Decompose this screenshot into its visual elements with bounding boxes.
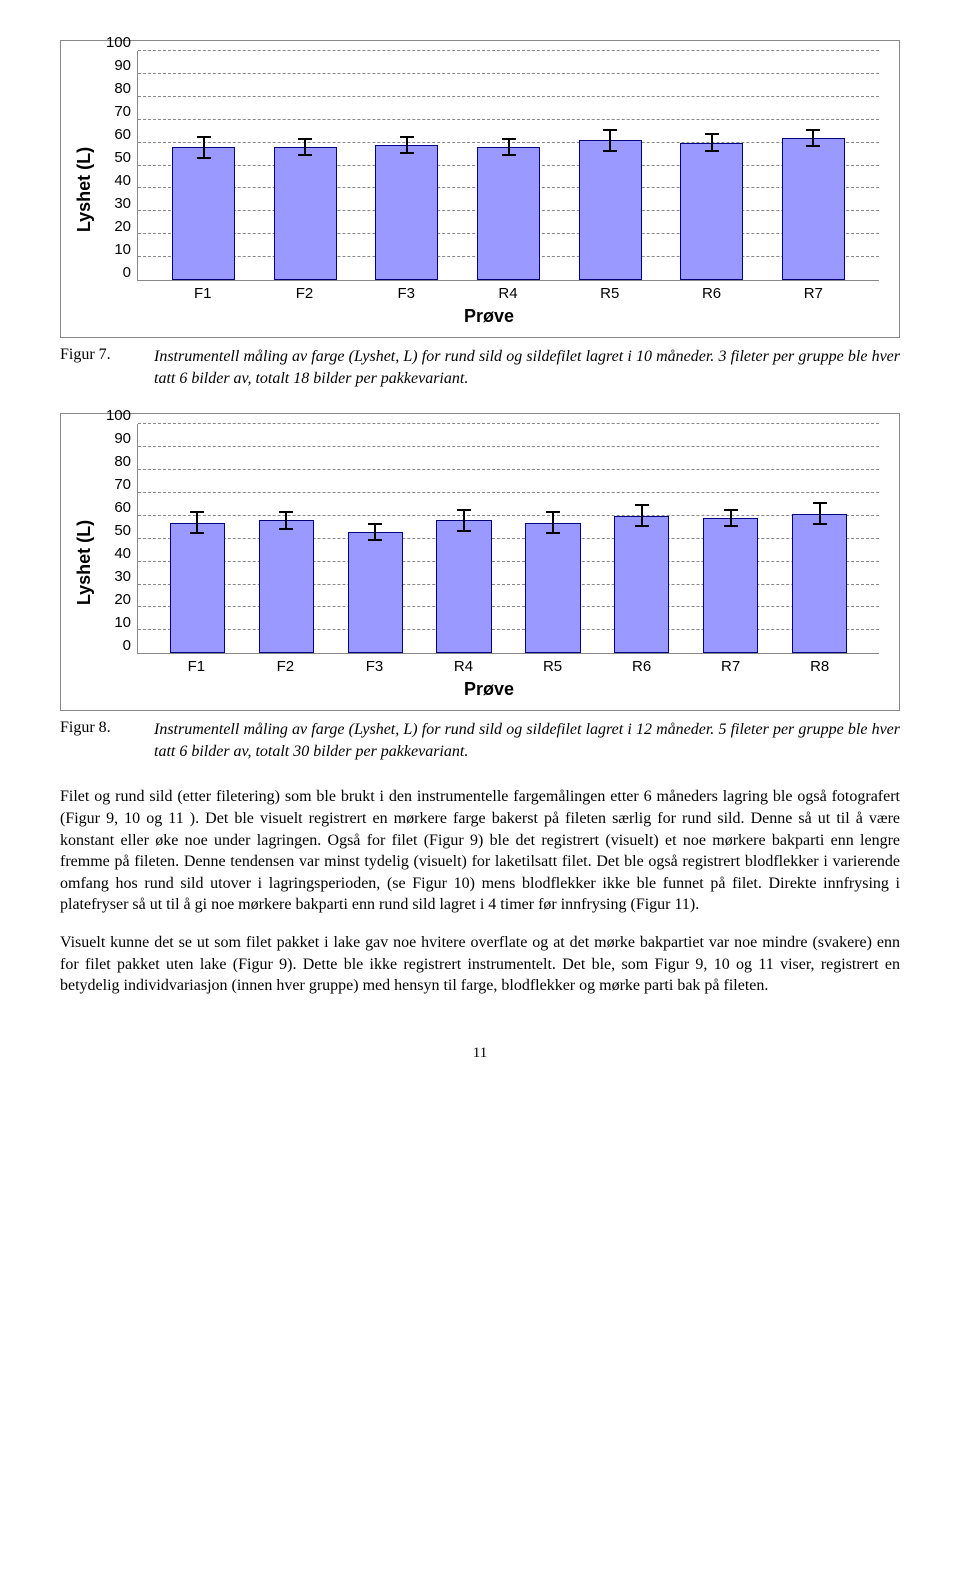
bar bbox=[259, 520, 314, 653]
chart7-xlabel: Prøve bbox=[99, 306, 879, 327]
bar bbox=[579, 140, 642, 280]
body-paragraph-2: Visuelt kunne det se ut som filet pakket… bbox=[60, 932, 900, 997]
xtick-label: R5 bbox=[508, 658, 597, 675]
xtick-label: R6 bbox=[597, 658, 686, 675]
bar bbox=[782, 138, 845, 280]
bar-slot bbox=[763, 51, 865, 280]
bar-slot bbox=[153, 51, 255, 280]
bar bbox=[170, 523, 225, 654]
xtick-label: F3 bbox=[330, 658, 419, 675]
chart8-xticks: F1F2F3R4R5R6R7R8 bbox=[137, 654, 879, 675]
xtick-label: R4 bbox=[419, 658, 508, 675]
xtick-label: F2 bbox=[254, 285, 356, 302]
chart8-bars bbox=[138, 424, 879, 653]
bar-slot bbox=[420, 424, 509, 653]
xtick-label: R8 bbox=[775, 658, 864, 675]
bar-slot bbox=[458, 51, 560, 280]
chart7-xticks: F1F2F3R4R5R6R7 bbox=[137, 281, 879, 302]
bar bbox=[614, 516, 669, 653]
bar bbox=[525, 523, 580, 654]
xtick-label: F1 bbox=[152, 285, 254, 302]
chart8-ylabel: Lyshet (L) bbox=[75, 520, 96, 605]
bar-slot bbox=[331, 424, 420, 653]
chart8-xlabel: Prøve bbox=[99, 679, 879, 700]
chart7-plot bbox=[137, 51, 879, 281]
chart8-yticks: 0102030405060708090100 bbox=[99, 424, 137, 654]
xtick-label: F2 bbox=[241, 658, 330, 675]
chart-figure-8: Lyshet (L) 0102030405060708090100 F1F2F3… bbox=[60, 413, 900, 711]
xtick-label: R5 bbox=[559, 285, 661, 302]
bar bbox=[375, 145, 438, 280]
bar-slot bbox=[509, 424, 598, 653]
caption7-text: Instrumentell måling av farge (Lyshet, L… bbox=[154, 346, 900, 389]
xtick-label: R7 bbox=[762, 285, 864, 302]
bar-slot bbox=[254, 51, 356, 280]
chart-figure-7: Lyshet (L) 0102030405060708090100 F1F2F3… bbox=[60, 40, 900, 338]
bar bbox=[274, 147, 337, 280]
xtick-label: R7 bbox=[686, 658, 775, 675]
bar bbox=[792, 514, 847, 654]
caption-figure-8: Figur 8. Instrumentell måling av farge (… bbox=[60, 719, 900, 762]
chart8-plot bbox=[137, 424, 879, 654]
bar-slot bbox=[661, 51, 763, 280]
caption8-label: Figur 8. bbox=[60, 719, 130, 762]
page-number: 11 bbox=[60, 1045, 900, 1062]
bar bbox=[436, 520, 491, 653]
bar bbox=[477, 147, 540, 280]
bar bbox=[172, 147, 235, 280]
body-paragraph-1: Filet og rund sild (etter filetering) so… bbox=[60, 786, 900, 916]
chart7-bars bbox=[138, 51, 879, 280]
xtick-label: F3 bbox=[355, 285, 457, 302]
bar-slot bbox=[242, 424, 331, 653]
bar-slot bbox=[686, 424, 775, 653]
bar-slot bbox=[775, 424, 864, 653]
chart7-ylabel: Lyshet (L) bbox=[75, 146, 96, 231]
chart7-yticks: 0102030405060708090100 bbox=[99, 51, 137, 281]
xtick-label: R6 bbox=[661, 285, 763, 302]
bar bbox=[348, 532, 403, 653]
bar bbox=[703, 518, 758, 653]
bar-slot bbox=[559, 51, 661, 280]
bar-slot bbox=[597, 424, 686, 653]
bar bbox=[680, 143, 743, 280]
xtick-label: F1 bbox=[152, 658, 241, 675]
caption7-label: Figur 7. bbox=[60, 346, 130, 389]
caption8-text: Instrumentell måling av farge (Lyshet, L… bbox=[154, 719, 900, 762]
xtick-label: R4 bbox=[457, 285, 559, 302]
bar-slot bbox=[356, 51, 458, 280]
caption-figure-7: Figur 7. Instrumentell måling av farge (… bbox=[60, 346, 900, 389]
bar-slot bbox=[153, 424, 242, 653]
